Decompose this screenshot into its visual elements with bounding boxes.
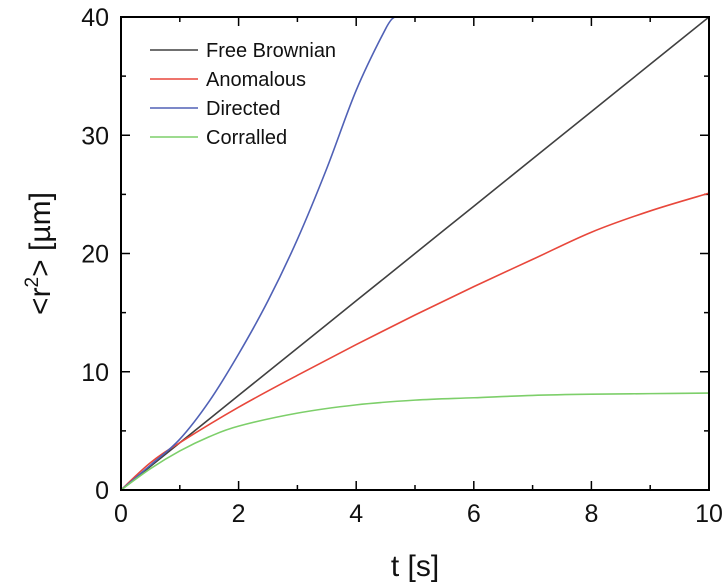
legend: Free Brownian Anomalous Directed Corralled [150, 40, 336, 149]
y-tick-label: 40 [81, 4, 109, 32]
x-tick-label: 8 [584, 500, 598, 528]
x-tick-label: 4 [349, 500, 363, 528]
legend-label-free-brownian: Free Brownian [206, 40, 336, 62]
legend-label-directed: Directed [206, 98, 280, 120]
y-tick-label: 30 [81, 122, 109, 150]
series-line-corralled [121, 393, 709, 490]
x-tick-label: 6 [467, 500, 481, 528]
x-tick-label: 0 [114, 500, 128, 528]
legend-label-anomalous: Anomalous [206, 69, 306, 91]
legend-label-corralled: Corralled [206, 127, 287, 149]
y-tick-label: 20 [81, 241, 109, 269]
x-axis-title: t [s] [391, 550, 439, 583]
x-tick-label: 2 [232, 500, 246, 528]
y-tick-label: 0 [95, 477, 109, 505]
y-axis-title: <r2> [µm] [22, 192, 57, 315]
series-line-anomalous [121, 193, 709, 490]
x-tick-label: 10 [695, 500, 723, 528]
y-tick-label: 10 [81, 359, 109, 387]
